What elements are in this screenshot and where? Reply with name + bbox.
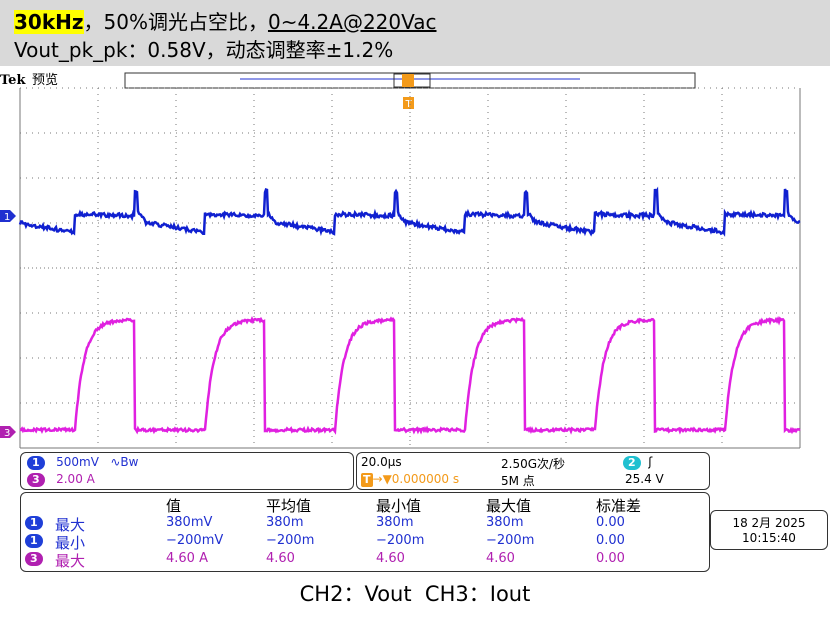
- trigger-channel: 2: [623, 456, 641, 470]
- datetime-box: 18 2月 2025 10:15:40: [710, 510, 828, 550]
- measurement-value: −200m: [486, 533, 534, 548]
- ch3-id: 3: [27, 473, 45, 487]
- ch1-id: 1: [27, 456, 45, 470]
- ch1-marker-label: 1: [4, 212, 10, 223]
- caption: CH2：Vout CH3：Iout: [0, 578, 830, 608]
- sample-rate: 2.50G次/秒: [501, 455, 565, 472]
- channel-panel: 1 500mV ∿Bw 3 2.00 A: [20, 452, 354, 490]
- trigger-pos: →▼0.000000 s: [373, 472, 460, 486]
- trigger-icon: T: [361, 473, 373, 487]
- column-header: 最小值: [376, 495, 421, 516]
- measurement-value: 0.00: [596, 551, 625, 566]
- ch3-scale: 2.00 A: [56, 472, 95, 486]
- measurement-value: 380m: [376, 515, 413, 530]
- measurement-value: −200m: [376, 533, 424, 548]
- measurement-value: −200m: [266, 533, 314, 548]
- scope-screen: Tek 预览 T 1 3: [0, 66, 830, 456]
- subtitle: Vout_pk_pk：0.58V，动态调整率±1.2%: [14, 34, 393, 63]
- title-range: 0~4.2A@220Vac: [268, 10, 437, 34]
- measurement-value: 4.60 A: [166, 551, 208, 566]
- ch1-bw: ∿Bw: [110, 455, 138, 469]
- mode: 预览: [32, 72, 58, 88]
- trigger-slope: ʃ: [648, 455, 652, 469]
- measurement-value: 380mV: [166, 515, 212, 530]
- measurement-value: 0.00: [596, 515, 625, 530]
- column-header: 标准差: [596, 495, 641, 516]
- measurement-value: 4.60: [486, 551, 515, 566]
- title-mid: ，50%调光占空比，: [84, 10, 268, 34]
- timebase: 20.0μs: [361, 455, 402, 469]
- measurement-table: 值平均值 最小值 最大值 标准差 1 最大 380mV 380m 380m 380m 0.00 1 最小…: [20, 492, 710, 572]
- measurement-value: 0.00: [596, 533, 625, 548]
- row-label: 最大: [55, 550, 85, 571]
- trigger-level: 25.4 V: [625, 472, 664, 486]
- measurement-value: 4.60: [266, 551, 295, 566]
- ch1-scale: 500mV: [56, 455, 99, 469]
- column-header: 最大值: [486, 495, 531, 516]
- measurement-value: −200mV: [166, 533, 223, 548]
- row-channel: 1: [25, 534, 43, 548]
- ch1-waveform: [20, 189, 800, 234]
- trigger-top: [402, 74, 414, 87]
- page: 30kHz，50%调光占空比，0~4.2A@220Vac Vout_pk_pk：…: [0, 0, 830, 617]
- title: 30kHz，50%调光占空比，0~4.2A@220Vac: [14, 6, 437, 35]
- time: 10:15:40: [711, 531, 827, 545]
- title-freq: 30kHz: [14, 10, 84, 34]
- ch3-waveform: [20, 319, 800, 432]
- trigger-label: T: [404, 99, 412, 110]
- date: 18 2月 2025: [711, 514, 827, 531]
- row-channel: 1: [25, 516, 43, 530]
- ch3-marker-label: 3: [4, 428, 10, 439]
- record-length: 5M 点: [501, 472, 535, 489]
- measurement-value: 380m: [486, 515, 523, 530]
- timebase-panel: 20.0μs T →▼0.000000 s 2.50G次/秒 5M 点 2 ʃ 2…: [356, 452, 710, 490]
- brand: Tek: [0, 73, 26, 88]
- column-header: 值: [166, 495, 181, 516]
- column-header: 平均值: [266, 495, 311, 516]
- measurement-value: 380m: [266, 515, 303, 530]
- row-channel: 3: [25, 552, 43, 566]
- measurement-value: 4.60: [376, 551, 405, 566]
